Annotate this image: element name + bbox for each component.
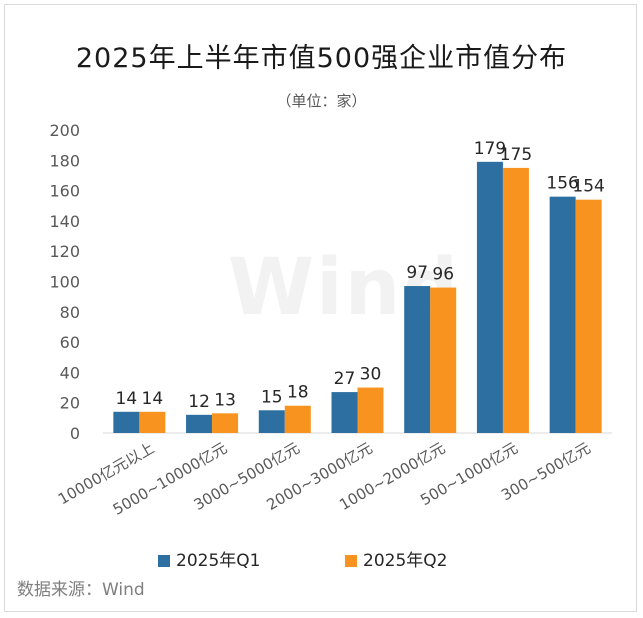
bar-q1 <box>113 411 140 433</box>
chart-title: 2025年上半年市值500强企业市值分布 <box>75 43 568 74</box>
data-label-q2: 154 <box>572 177 604 197</box>
y-tick-label: 40 <box>60 363 80 382</box>
y-tick-label: 200 <box>49 121 80 140</box>
data-label-q1: 27 <box>334 369 356 389</box>
y-tick-label: 20 <box>60 394 80 413</box>
data-label-q1: 179 <box>474 139 506 159</box>
y-tick-label: 180 <box>49 151 80 170</box>
bar-q2 <box>212 413 239 433</box>
y-tick-label: 140 <box>49 212 80 231</box>
bar-q1 <box>186 414 213 433</box>
bar-q2 <box>575 199 602 433</box>
bar-q2 <box>284 405 311 433</box>
bar-q2 <box>139 411 166 433</box>
bar-q2 <box>430 287 457 433</box>
bar-q1 <box>476 161 503 433</box>
y-tick-label: 60 <box>60 333 80 352</box>
y-tick-label: 160 <box>49 182 80 201</box>
data-label-q2: 30 <box>360 365 382 385</box>
bar-q1 <box>258 410 285 433</box>
y-tick-label: 0 <box>70 424 80 443</box>
data-label-q2: 18 <box>287 383 309 403</box>
legend-swatch-q1 <box>158 555 170 567</box>
legend-label-q2: 2025年Q2 <box>363 551 448 571</box>
legend-label-q1: 2025年Q1 <box>176 551 261 571</box>
bar-q1 <box>331 392 358 433</box>
data-label-q1: 97 <box>406 263 428 283</box>
chart-frame <box>4 4 637 612</box>
data-label-q2: 13 <box>214 390 236 410</box>
data-label-q1: 12 <box>188 392 210 412</box>
bar-q1 <box>404 286 431 433</box>
bar-q1 <box>549 196 576 433</box>
data-label-q2: 14 <box>142 389 164 409</box>
bar-q2 <box>357 387 384 433</box>
data-label-q1: 156 <box>546 174 578 194</box>
data-label-q2: 175 <box>500 145 532 165</box>
chart-subtitle: （单位：家） <box>276 92 367 110</box>
data-label-q1: 15 <box>261 387 283 407</box>
data-label-q1: 14 <box>116 389 138 409</box>
legend-item-q1: 2025年Q1 <box>158 546 260 571</box>
y-tick-label: 120 <box>49 242 80 261</box>
legend-item-q2: 2025年Q2 <box>345 546 447 571</box>
y-tick-label: 100 <box>49 273 80 292</box>
data-label-q2: 96 <box>432 265 454 285</box>
legend-swatch-q2 <box>345 555 357 567</box>
bar-q2 <box>502 167 529 433</box>
y-tick-label: 80 <box>60 303 80 322</box>
data-source: 数据来源：Wind <box>17 580 145 600</box>
